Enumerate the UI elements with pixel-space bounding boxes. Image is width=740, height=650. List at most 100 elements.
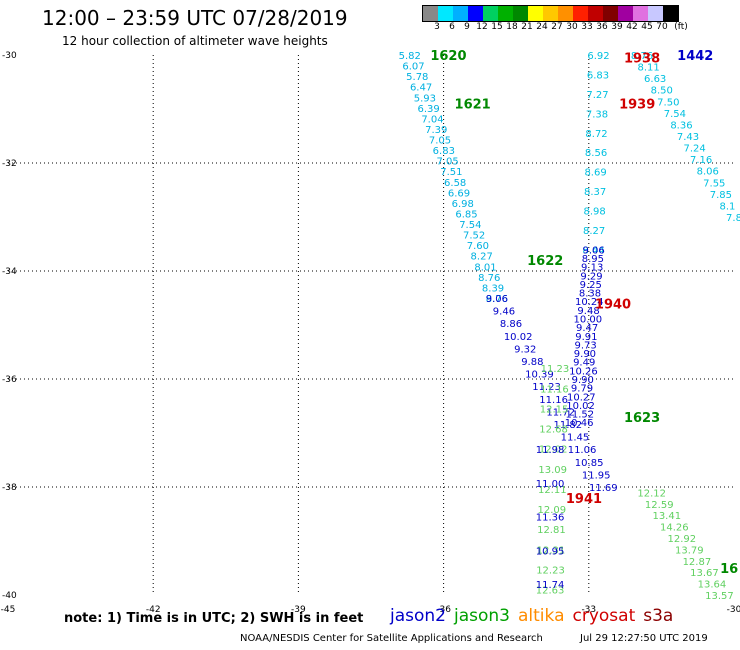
swh-value: 11.16 <box>540 384 569 395</box>
swh-value: 11.98 <box>536 445 565 456</box>
swh-value: 8.37 <box>584 187 606 198</box>
pass-time-label: 1621 <box>455 98 491 113</box>
color-scale-label: 9 <box>464 22 470 32</box>
color-scale-label: 27 <box>551 22 563 32</box>
color-scale-label: 6 <box>449 22 455 32</box>
swh-value: 8.72 <box>585 129 607 140</box>
swh-value: 9.49 <box>573 358 595 369</box>
pass-time-label: 1623 <box>624 411 660 426</box>
footnote: note: 1) Time is in UTC; 2) SWH is in fe… <box>64 611 364 626</box>
swh-value: 12.15 <box>540 404 569 415</box>
swh-value: 8.76 <box>631 51 653 62</box>
pass-time-label: 1442 <box>677 49 713 64</box>
swh-value: 7.55 <box>703 178 725 189</box>
swh-value: 8.01 <box>474 262 496 273</box>
swh-value: 9.90 <box>572 375 594 386</box>
swh-value: 12.12 <box>637 488 666 499</box>
swh-value: 7.16 <box>690 155 712 166</box>
swh-value: 8.38 <box>579 289 601 300</box>
color-scale-label: 21 <box>521 22 533 32</box>
swh-value: 9.90 <box>574 349 596 360</box>
swh-value: 6.83 <box>587 70 609 81</box>
swh-value: 5.78 <box>406 72 428 83</box>
color-swatch <box>588 6 603 21</box>
swh-value: 7.38 <box>586 109 608 120</box>
swh-value: 12.09 <box>538 505 567 516</box>
swh-value: 6.39 <box>418 104 440 115</box>
swh-value: 12.68 <box>539 425 568 436</box>
swh-value: 11.82 <box>554 420 583 431</box>
color-swatch <box>648 6 663 21</box>
swh-value: 5.93 <box>414 93 436 104</box>
color-scale-label: 12 <box>476 22 488 32</box>
credit-line: NOAA/NESDIS Center for Satellite Applica… <box>240 633 543 644</box>
swh-value: 14.26 <box>660 523 689 534</box>
swh-value: 7.54 <box>664 109 686 120</box>
generated-timestamp: Jul 29 12:27:50 UTC 2019 <box>580 633 708 644</box>
swh-value: 9.79 <box>571 384 593 395</box>
legend-entry-jason3: jason3 <box>454 606 510 626</box>
page-title: 12:00 – 23:59 UTC 07/28/2019 <box>42 6 348 30</box>
swh-value: 6.85 <box>455 209 477 220</box>
swh-value: 7.04 <box>421 114 443 125</box>
color-scale-label: 42 <box>626 22 638 32</box>
swh-value: 7.50 <box>657 97 679 108</box>
swh-value: 9.25 <box>580 280 602 291</box>
color-swatch <box>423 6 438 21</box>
swh-value: 9.47 <box>576 323 598 334</box>
satellite-legend: jason2 jason3 altika cryosat s3a <box>390 606 681 626</box>
swh-value: 11.52 <box>566 410 595 421</box>
swh-value: 6.07 <box>402 62 424 73</box>
swh-value: 13.09 <box>538 465 567 476</box>
swh-value: 11.74 <box>536 580 565 591</box>
color-scale-bar <box>422 5 679 22</box>
x-tick-label: -39 <box>291 605 306 615</box>
swh-value: 8.56 <box>585 148 607 159</box>
y-tick-label: -30 <box>2 51 17 61</box>
color-swatch <box>633 6 648 21</box>
color-swatch <box>498 6 513 21</box>
color-swatch <box>663 6 678 21</box>
color-swatch <box>528 6 543 21</box>
color-swatch <box>618 6 633 21</box>
legend-entry-s3a: s3a <box>643 606 674 626</box>
swh-value: 13.67 <box>690 568 719 579</box>
color-scale-label: 18 <box>506 22 518 32</box>
swh-value: 9.06 <box>486 294 508 305</box>
swh-value: 6.83 <box>433 146 455 157</box>
swh-value: 13.79 <box>675 545 704 556</box>
swh-value: 12.31 <box>537 545 566 556</box>
swh-value: 9.88 <box>521 357 543 368</box>
color-scale-label: 15 <box>491 22 503 32</box>
pass-time-label: 1620 <box>430 49 466 64</box>
legend-entry-jason2: jason2 <box>390 606 446 626</box>
swh-value: 7.43 <box>677 132 699 143</box>
color-swatch <box>573 6 588 21</box>
color-swatch <box>543 6 558 21</box>
swh-value: 12.87 <box>683 557 712 568</box>
color-swatch <box>558 6 573 21</box>
swh-value: 12.92 <box>668 534 697 545</box>
swh-value: 10.26 <box>569 366 598 377</box>
x-tick-label: -30 <box>727 605 740 615</box>
swh-value: 7.8 <box>726 213 740 224</box>
x-tick-label: -33 <box>581 605 596 615</box>
swh-value: 9.06 <box>583 245 605 256</box>
pass-time-label: 16 <box>720 562 738 577</box>
swh-value: 8.95 <box>582 254 604 265</box>
legend-entry-cryosat: cryosat <box>572 606 636 626</box>
swh-value: 10.02 <box>504 332 533 343</box>
swh-value: 12.02 <box>539 445 568 456</box>
swh-value: 8.50 <box>651 86 673 97</box>
color-scale-label: 24 <box>536 22 548 32</box>
swh-value: 8.1 <box>719 201 735 212</box>
swh-value: 7.27 <box>586 90 608 101</box>
swh-value: 8.27 <box>471 252 493 263</box>
pass-time-label: 1940 <box>595 297 631 312</box>
swh-value: 12.81 <box>537 525 566 536</box>
color-scale-label: 39 <box>611 22 623 32</box>
color-scale-label: 30 <box>566 22 578 32</box>
swh-value: 10.95 <box>536 546 565 557</box>
swh-value: 6.63 <box>644 74 666 85</box>
